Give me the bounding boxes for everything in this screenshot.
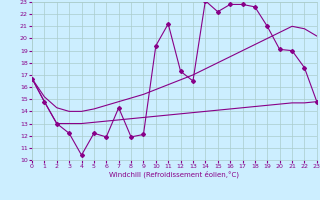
X-axis label: Windchill (Refroidissement éolien,°C): Windchill (Refroidissement éolien,°C)	[109, 171, 239, 178]
